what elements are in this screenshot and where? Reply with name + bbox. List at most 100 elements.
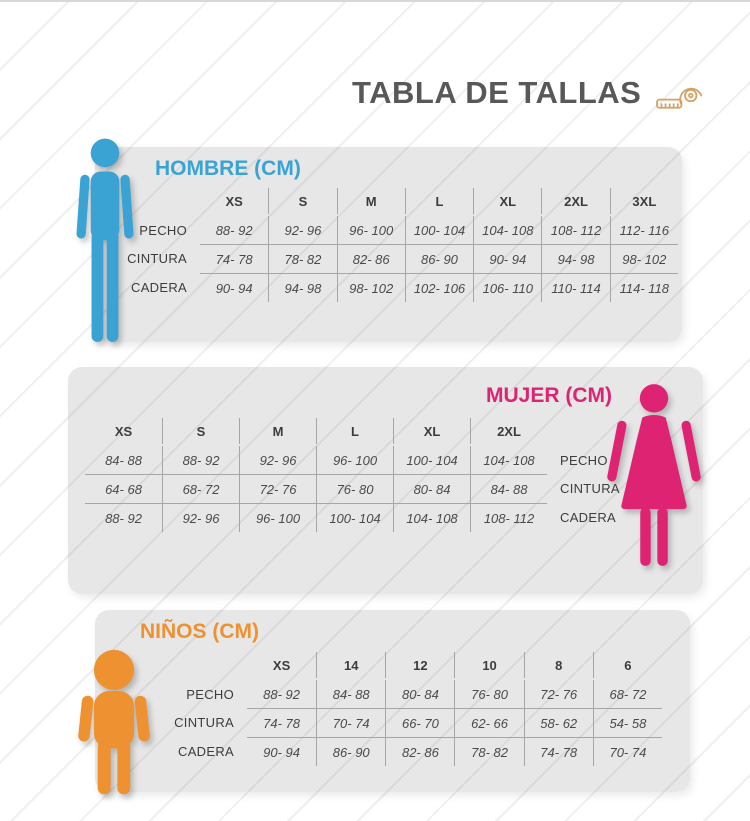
size-range-cell: 104- 108	[470, 446, 547, 474]
size-range-cell: 82- 86	[336, 244, 405, 273]
column-header: M	[336, 188, 405, 214]
size-range-cell: 96- 100	[336, 216, 405, 244]
column-header: S	[162, 418, 239, 444]
row-label: PECHO	[139, 222, 187, 238]
size-range-cell: 78- 82	[454, 737, 524, 766]
size-range-cell: 104- 108	[473, 216, 541, 244]
size-range-cell: 68- 72	[162, 474, 239, 503]
man-figure-icon	[76, 138, 134, 342]
size-range-cell: 86- 90	[404, 244, 474, 273]
size-range-cell: 100- 104	[316, 503, 393, 532]
size-range-cell: 102- 106	[404, 273, 474, 302]
size-range-cell: 104- 108	[393, 503, 470, 532]
size-range-cell: 90- 94	[200, 273, 269, 302]
size-range-cell: 100- 104	[393, 446, 470, 474]
size-range-cell: 92- 96	[268, 216, 336, 244]
size-range-cell: 70- 74	[316, 708, 386, 737]
size-range-cell: 90- 94	[473, 244, 542, 273]
size-range-cell: 94- 98	[541, 244, 610, 273]
size-range-cell: 100- 104	[404, 216, 473, 244]
size-range-cell: 96- 100	[316, 446, 393, 474]
size-range-cell: 72- 76	[523, 680, 593, 708]
size-range-cell: 86- 90	[316, 737, 386, 766]
size-range-cell: 66- 70	[385, 708, 455, 737]
size-range-cell: 78- 82	[268, 244, 337, 273]
size-range-cell: 88- 92	[263, 686, 301, 702]
size-range-cell: 90- 94	[247, 737, 317, 766]
size-range-cell: 74- 78	[247, 708, 317, 737]
page-title-row: TABLA DE TALLAS	[352, 70, 707, 116]
size-range-cell: 92- 96	[239, 446, 316, 474]
table-corner	[138, 188, 200, 216]
kids-size-table: XS 14 12 10 8 6 PECHO 88- 92 84- 88 80- 84 76- 80 7…	[174, 652, 662, 766]
column-header: L	[404, 188, 473, 214]
size-range-cell: 88- 92	[162, 446, 239, 474]
size-range-cell: 96- 100	[239, 503, 316, 532]
size-range-cell: 92- 96	[162, 503, 239, 532]
column-header: 8	[523, 652, 593, 678]
page-title: TABLA DE TALLAS	[352, 75, 642, 110]
men-section-heading: HOMBRE (CM)	[155, 157, 301, 180]
size-range-cell: 74- 78	[200, 244, 269, 273]
size-range-cell: 94- 98	[268, 273, 337, 302]
women-panel	[68, 367, 703, 594]
size-range-cell: 74- 78	[523, 737, 593, 766]
size-range-cell: 84- 88	[316, 680, 385, 708]
size-range-cell: 84- 88	[105, 452, 142, 468]
men-size-table: XS S M L XL 2XL 3XL PECHO 88- 92 92- 96 96- 100 100…	[127, 188, 678, 302]
size-range-cell: 98- 102	[336, 273, 405, 302]
column-header: M	[239, 418, 316, 444]
column-header: 2XL	[470, 418, 547, 444]
row-label: CADERA	[178, 743, 234, 759]
women-size-table: XS S M L XL 2XL 84- 88 88- 92 92- 96 96- 100 100- …	[85, 418, 620, 532]
row-label: CINTURA	[127, 250, 187, 266]
size-range-cell: 98- 102	[609, 244, 678, 273]
measuring-tape-icon	[656, 87, 703, 109]
size-range-cell: 114- 118	[609, 273, 678, 302]
column-header: 6	[592, 652, 662, 678]
row-label: PECHO	[560, 452, 608, 468]
row-label: CINTURA	[560, 480, 620, 496]
size-range-cell: 82- 86	[385, 737, 455, 766]
column-header: XL	[393, 418, 470, 444]
size-range-cell: 110- 114	[541, 273, 610, 302]
column-header: XS	[272, 657, 291, 673]
women-section-heading: MUJER (CM)	[486, 384, 612, 407]
size-range-cell: 80- 84	[393, 474, 470, 503]
table-corner	[175, 652, 247, 680]
size-range-cell: 70- 74	[592, 737, 662, 766]
size-range-cell: 68- 72	[592, 680, 662, 708]
size-range-cell: 72- 76	[239, 474, 316, 503]
size-range-cell: 76- 80	[454, 680, 523, 708]
column-header: XL	[473, 188, 541, 214]
row-label: CADERA	[131, 279, 187, 295]
row-label: PECHO	[186, 686, 234, 702]
column-header: 2XL	[541, 188, 609, 214]
kids-section-heading: NIÑOS (CM)	[140, 620, 259, 643]
table-corner	[547, 418, 607, 446]
kids-panel	[95, 610, 690, 792]
size-range-cell: 80- 84	[385, 680, 454, 708]
size-range-cell: 84- 88	[470, 474, 547, 503]
size-range-cell: 108- 112	[541, 216, 609, 244]
column-header: 14	[316, 652, 385, 678]
size-range-cell: 76- 80	[316, 474, 393, 503]
size-range-cell: 88- 92	[215, 222, 253, 238]
woman-figure-icon	[607, 384, 701, 566]
size-range-cell: 106- 110	[473, 273, 542, 302]
column-header: XS	[114, 423, 133, 439]
column-header: S	[268, 188, 336, 214]
size-range-cell: 64- 68	[85, 474, 162, 503]
size-range-cell: 108- 112	[470, 503, 547, 532]
child-figure-icon	[78, 649, 150, 795]
size-range-cell: 112- 116	[609, 216, 678, 244]
size-range-cell: 54- 58	[592, 708, 662, 737]
column-header: 10	[454, 652, 523, 678]
size-range-cell: 58- 62	[523, 708, 593, 737]
row-label: CADERA	[560, 509, 616, 525]
column-header: 12	[385, 652, 454, 678]
column-header: 3XL	[609, 188, 678, 214]
column-header: L	[316, 418, 393, 444]
column-header: XS	[225, 193, 243, 209]
